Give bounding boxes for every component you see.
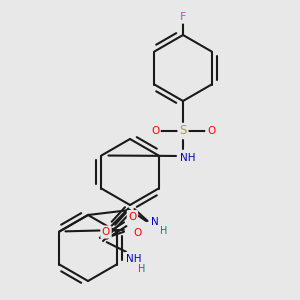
- Text: O: O: [134, 228, 142, 238]
- Text: O: O: [102, 227, 110, 237]
- Text: O: O: [207, 126, 215, 136]
- Text: F: F: [180, 12, 186, 22]
- Text: O: O: [128, 212, 136, 221]
- Text: H: H: [138, 265, 145, 275]
- Text: H: H: [160, 226, 168, 236]
- Text: N: N: [151, 217, 159, 227]
- Text: NH: NH: [180, 153, 196, 163]
- Text: O: O: [151, 126, 159, 136]
- Text: S: S: [179, 124, 187, 137]
- Text: NH: NH: [126, 254, 141, 263]
